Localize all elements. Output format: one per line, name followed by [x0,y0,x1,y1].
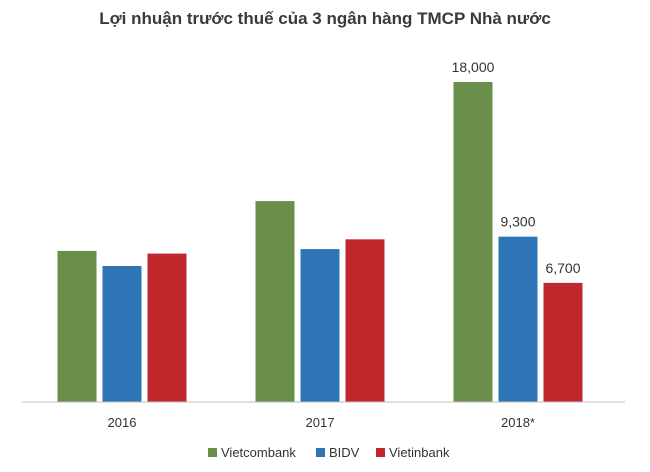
x-tick-label: 2018* [501,415,535,430]
data-label-bidv-2018: 9,300 [500,214,535,230]
chart-title: Lợi nhuận trước thuế của 3 ngân hàng TMC… [99,9,551,28]
x-tick-labels: 2016 2017 2018* [108,415,535,430]
bar-vietcombank-2017 [255,201,295,402]
legend-label-bidv: BIDV [329,445,360,460]
data-label-vietinbank-2018: 6,700 [545,260,580,276]
legend-swatch-vietcombank [208,448,217,457]
bar-vietinbank-2018 [543,282,583,402]
bar-bidv-2017 [300,249,340,402]
x-tick-label: 2017 [306,415,335,430]
data-label-vietcombank-2018: 18,000 [452,59,495,75]
legend-label-vietcombank: Vietcombank [221,445,296,460]
x-tick-label: 2016 [108,415,137,430]
legend: Vietcombank BIDV Vietinbank [208,445,450,460]
legend-label-vietinbank: Vietinbank [389,445,450,460]
bar-vietcombank-2018 [453,82,493,402]
bar-vietinbank-2017 [345,239,385,402]
bar-bidv-2016 [102,266,142,402]
bars-layer [57,82,583,402]
legend-swatch-vietinbank [376,448,385,457]
data-labels: 18,000 9,300 6,700 [452,59,581,276]
legend-swatch-bidv [316,448,325,457]
bar-bidv-2018 [498,236,538,402]
bar-vietinbank-2016 [147,253,187,402]
bar-vietcombank-2016 [57,250,97,402]
